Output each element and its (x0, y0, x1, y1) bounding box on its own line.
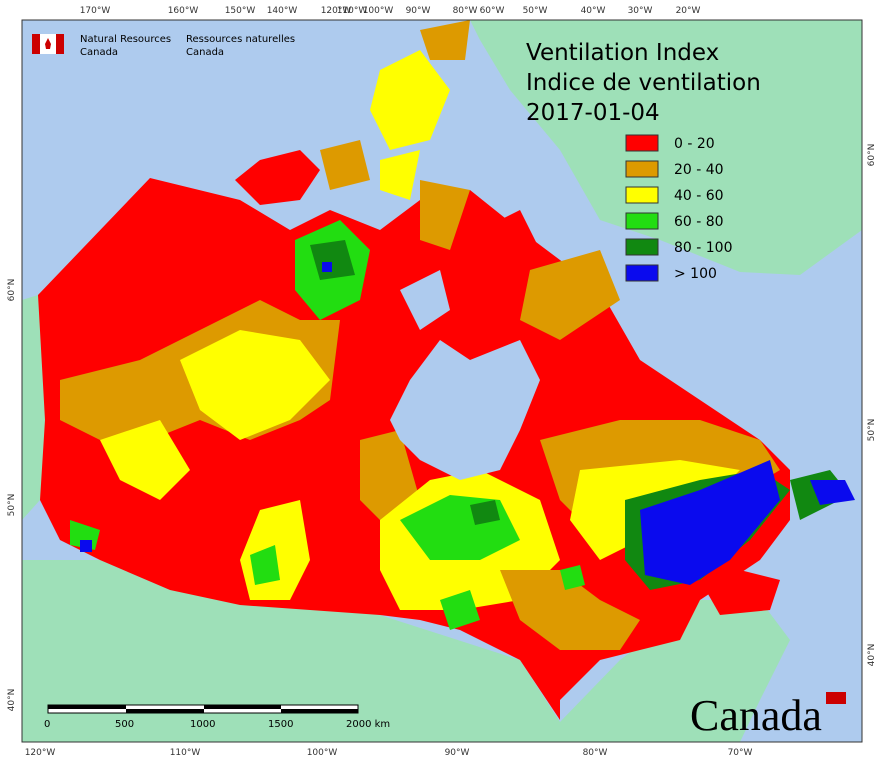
scale-bar: 0 500 1000 1500 2000 km (44, 704, 390, 730)
ventilation-area (250, 545, 280, 585)
longitude-label: 100°W (307, 748, 338, 758)
agency-fr: Ressources naturelles (186, 34, 295, 45)
longitude-label: 70°W (728, 748, 753, 758)
title: Indice de ventilation (526, 70, 761, 96)
longitude-label: 100°W (363, 6, 394, 16)
scale-label: 0 (44, 719, 50, 730)
ventilation-area (70, 520, 100, 550)
longitude-label: 150°W (225, 6, 256, 16)
latitude-label: 50°N (867, 419, 877, 442)
legend-label: 60 - 80 (674, 214, 724, 230)
flag-bar (56, 34, 64, 54)
longitude-label: 90°W (445, 748, 470, 758)
longitude-label: 140°W (267, 6, 298, 16)
legend-label: 20 - 40 (674, 162, 724, 178)
ventilation-area (520, 250, 620, 340)
latitude-label: 60°N (7, 279, 17, 302)
title-date: 2017-01-04 (526, 100, 660, 126)
ventilation-area (480, 210, 540, 260)
scale-label: 1500 (268, 719, 293, 730)
legend-label: 80 - 100 (674, 240, 733, 256)
ventilation-area (320, 140, 370, 190)
longitude-label: 80°W (583, 748, 608, 758)
ventilation-area (420, 20, 470, 60)
legend-swatch (625, 186, 659, 204)
logo: Natural Resources Canada Ressources natu… (32, 34, 295, 58)
ventilation-area (370, 50, 450, 150)
agency-en: Canada (80, 47, 118, 58)
agency-fr: Canada (186, 47, 224, 58)
legend: 0 - 20 20 - 40 40 - 60 60 - 80 80 - 100 > 100 (625, 134, 733, 282)
foxe-basin (400, 270, 450, 330)
longitude-label: 60°W (480, 6, 505, 16)
title: Ventilation Index (526, 40, 719, 66)
usa (22, 560, 790, 742)
longitude-label: 110°W (170, 748, 201, 758)
ventilation-area (810, 480, 855, 505)
agency-en: Natural Resources (80, 34, 171, 45)
flag-bar (32, 34, 40, 54)
longitude-label: 120°W (321, 6, 352, 16)
ventilation-area (440, 590, 480, 630)
latitude-label: 40°N (7, 689, 17, 712)
maple-leaf (45, 38, 51, 49)
greenland (470, 20, 862, 275)
ventilation-area (380, 150, 420, 200)
latitude-label: 40°N (867, 644, 877, 667)
ventilation-area (100, 420, 190, 500)
longitude-label: 20°W (676, 6, 701, 16)
ventilation-area (420, 180, 470, 250)
ventilation-area (310, 240, 355, 280)
longitude-label: 80°W (453, 6, 478, 16)
latitude-label: 50°N (7, 494, 17, 517)
scale-seg (126, 709, 204, 713)
ventilation-area (80, 540, 92, 552)
scale-label: 2000 km (346, 719, 390, 730)
scale-seg (204, 705, 281, 709)
ventilation-area (700, 570, 780, 615)
map-frame (21, 19, 863, 743)
ventilation-area (560, 565, 585, 590)
land (22, 20, 862, 742)
legend-swatch (625, 160, 659, 178)
longitude-label: 120°W (25, 748, 56, 758)
ventilation-areas (38, 20, 855, 720)
ventilation-area (640, 460, 780, 585)
scale-seg (281, 709, 358, 713)
wordmark-flag (826, 692, 846, 704)
latitude-label: 60°N (867, 144, 877, 167)
scale-label: 1000 (190, 719, 215, 730)
hudson-bay (390, 340, 540, 480)
longitude-label: 110°W (337, 6, 368, 16)
ventilation-area (235, 150, 320, 205)
ventilation-area (450, 290, 500, 360)
scale-seg (48, 705, 126, 709)
longitude-label: 170°W (80, 6, 111, 16)
legend-swatch (625, 238, 659, 256)
ventilation-area (500, 570, 640, 650)
ventilation-area (180, 330, 330, 440)
legend-swatch (625, 264, 659, 282)
ventilation-area (470, 500, 500, 525)
scale-label: 500 (115, 719, 134, 730)
legend-swatch (625, 212, 659, 230)
legend-swatch (625, 134, 659, 152)
longitude-label: 90°W (406, 6, 431, 16)
wordmark: Canada (690, 691, 822, 740)
legend-label: 0 - 20 (674, 136, 715, 152)
longitude-label: 50°W (523, 6, 548, 16)
ventilation-area (322, 262, 332, 272)
legend-label: > 100 (674, 266, 717, 282)
longitude-label: 160°W (168, 6, 199, 16)
longitude-label: 40°W (581, 6, 606, 16)
longitude-label: 30°W (628, 6, 653, 16)
legend-label: 40 - 60 (674, 188, 724, 204)
